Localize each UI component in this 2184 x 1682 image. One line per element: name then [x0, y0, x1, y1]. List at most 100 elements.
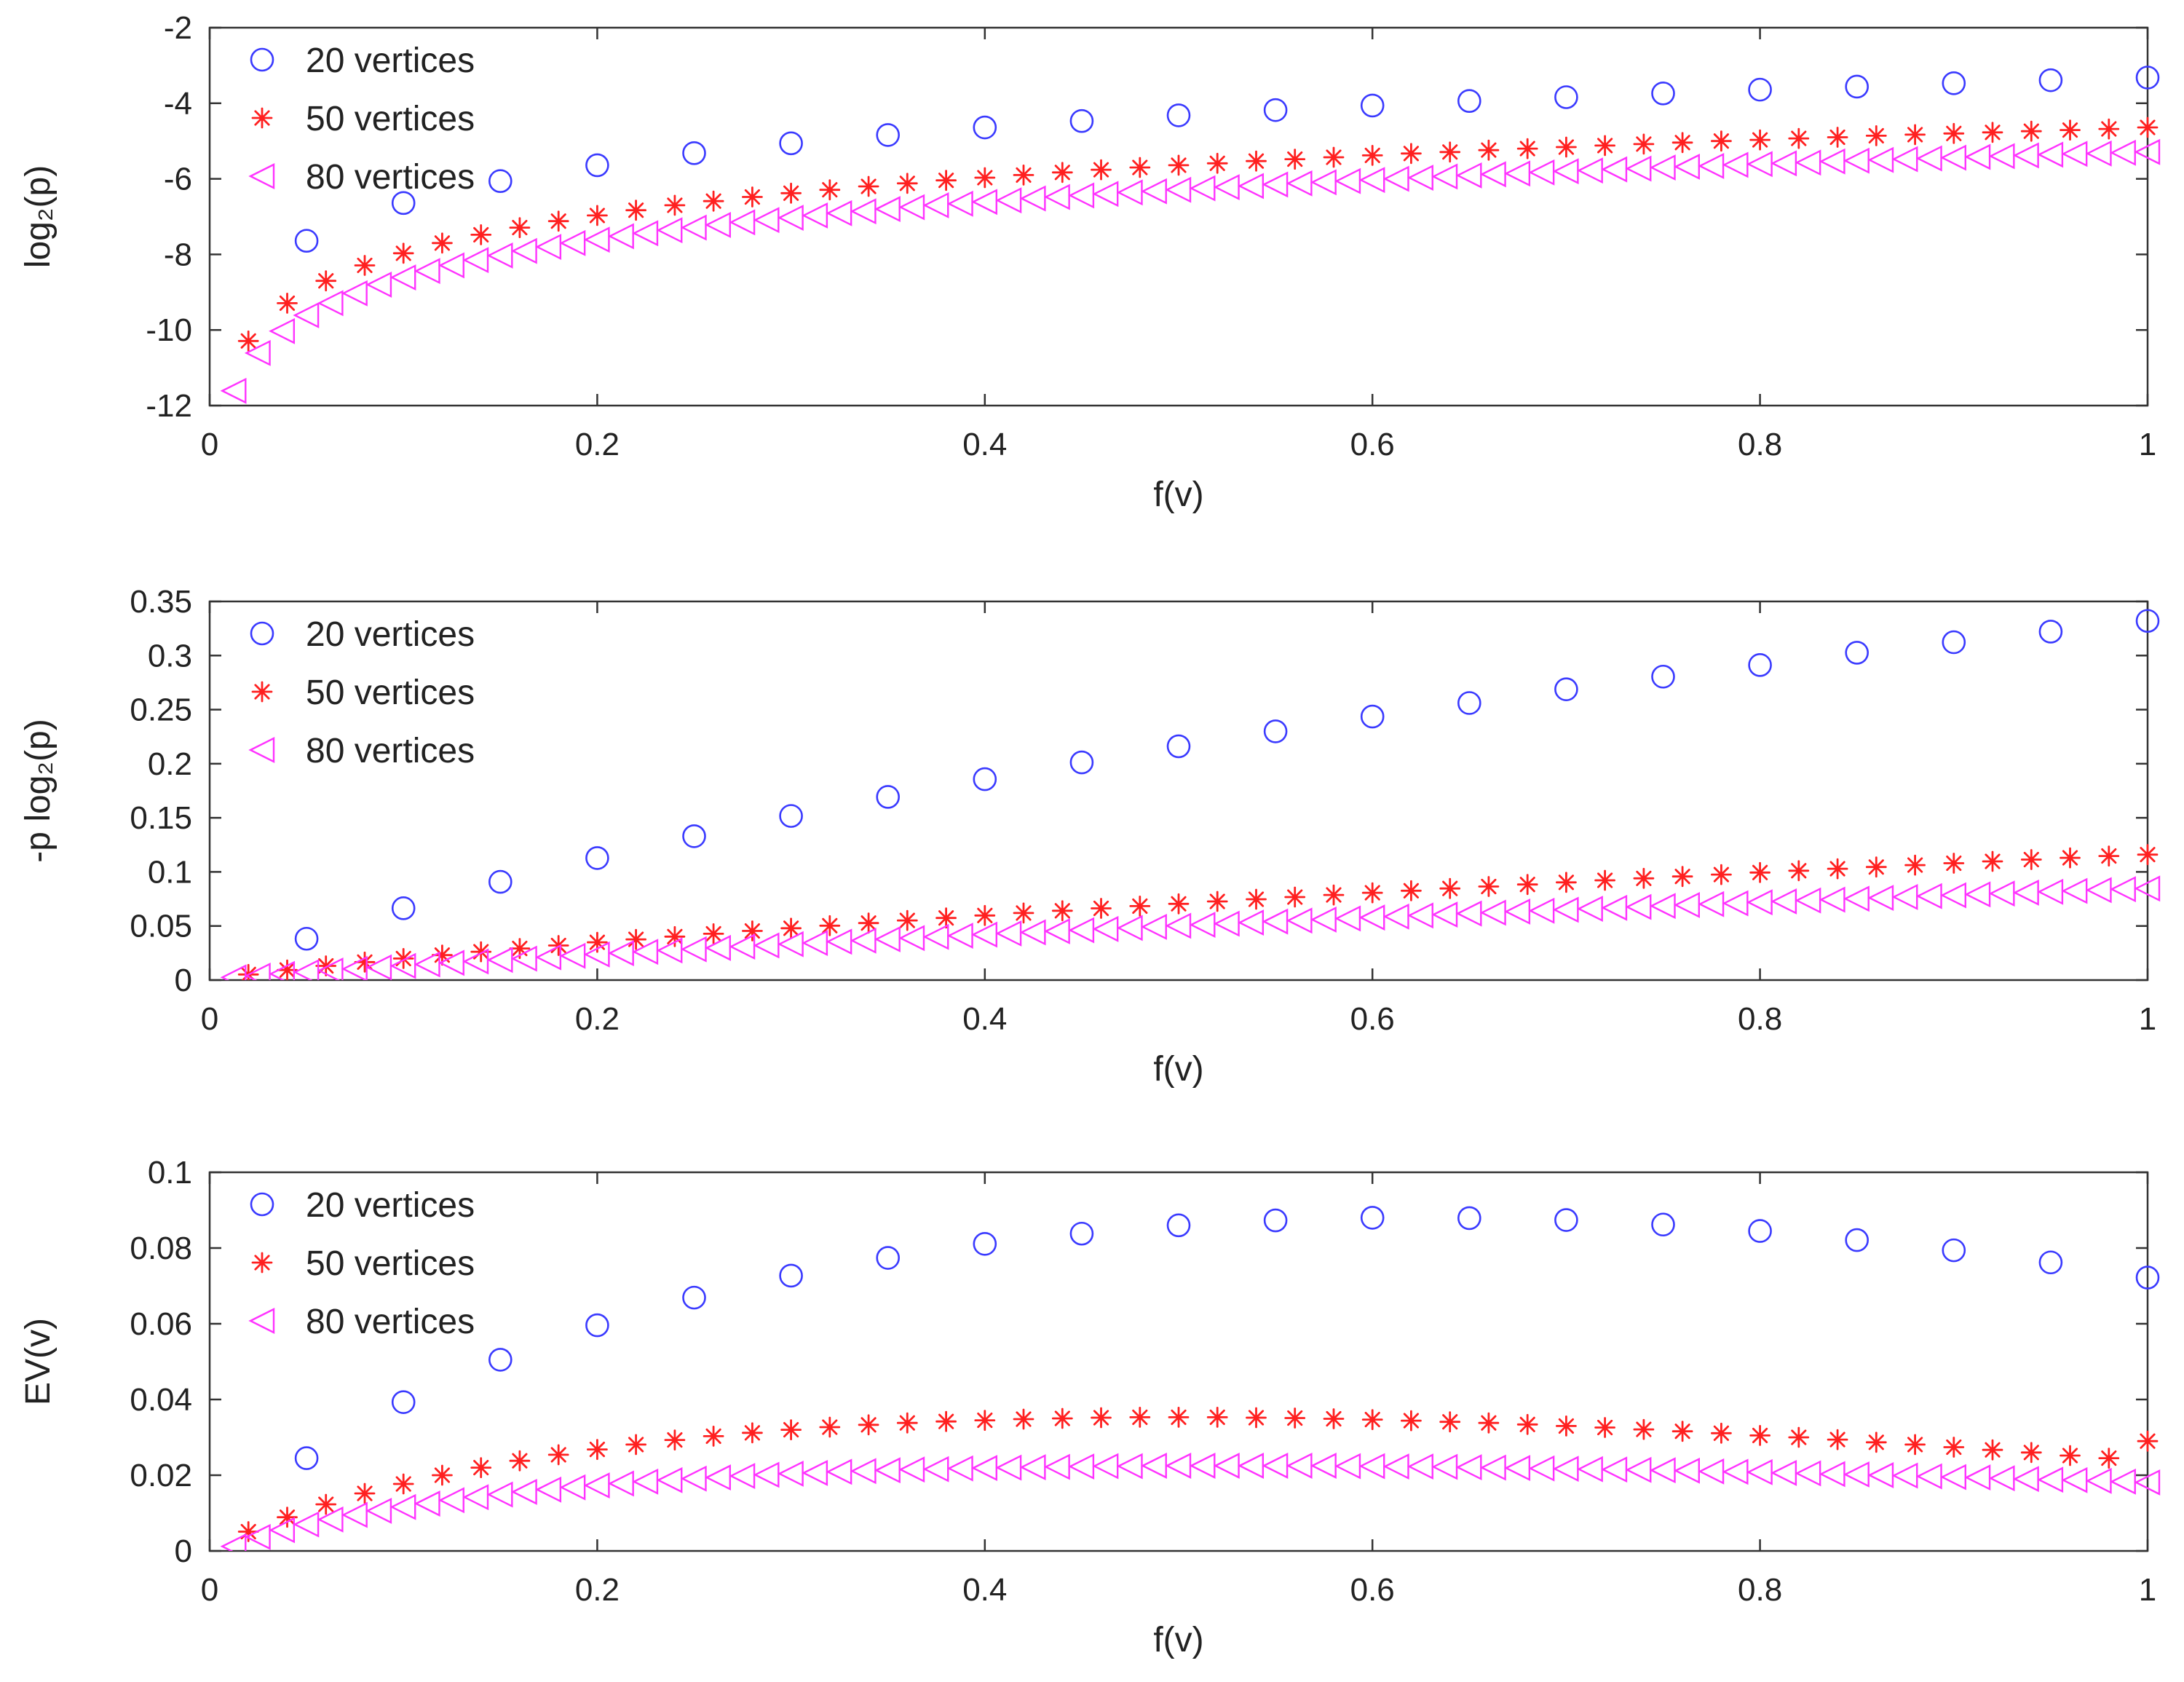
data-point — [1092, 181, 1119, 208]
data-point — [438, 949, 464, 976]
data-point — [391, 1390, 416, 1414]
data-point — [705, 1464, 731, 1491]
data-point — [680, 214, 707, 241]
data-point — [317, 290, 344, 317]
data-point — [1401, 880, 1422, 901]
data-point — [1943, 1437, 1965, 1458]
data-point — [1478, 1412, 1500, 1434]
x-tick-label: 0.8 — [1738, 1001, 1782, 1037]
data-point — [392, 242, 414, 264]
data-point — [294, 229, 319, 253]
data-point — [1091, 898, 1112, 919]
data-point — [1165, 176, 1192, 203]
data-point — [1116, 179, 1143, 206]
data-point — [2012, 880, 2039, 906]
data-point — [2134, 138, 2161, 165]
y-tick-label: 0.05 — [130, 909, 192, 944]
data-point — [753, 1461, 780, 1488]
data-point — [1168, 893, 1190, 915]
data-point — [391, 191, 416, 216]
data-point — [354, 1482, 376, 1504]
data-point — [1310, 907, 1337, 933]
data-point — [1382, 165, 1409, 192]
y-tick-label: 0.15 — [130, 800, 192, 836]
data-point — [294, 1446, 319, 1470]
data-point — [1554, 1208, 1578, 1232]
data-point — [1091, 159, 1112, 181]
data-point — [277, 1507, 298, 1528]
data-point — [1556, 1416, 1577, 1437]
data-point — [317, 957, 344, 980]
data-point — [1915, 145, 1942, 172]
data-point — [1284, 149, 1306, 170]
data-point — [1168, 154, 1190, 176]
data-point — [1358, 904, 1385, 931]
data-point — [2137, 1430, 2159, 1452]
data-point — [1827, 1429, 1848, 1450]
legend: 20 vertices 50 vertices 80 vertices — [248, 42, 475, 197]
data-point — [559, 942, 586, 969]
data-point — [1439, 141, 1461, 163]
data-point — [1504, 160, 1531, 187]
data-point — [1552, 896, 1579, 923]
data-point — [1013, 165, 1034, 186]
chart-panel-1: 0 0.2 0.4 0.6 0.8 1 -12 -10 -8 -6 -4 -2 f(v) log₂(p) 2… — [19, 10, 2161, 514]
data-point — [2137, 844, 2159, 866]
x-axis-label: f(v) — [1153, 475, 1203, 514]
data-point — [1013, 902, 1034, 924]
data-point — [365, 1497, 392, 1524]
data-point — [1516, 138, 1538, 159]
data-point — [1165, 912, 1192, 939]
data-point — [1262, 908, 1289, 935]
data-point — [1867, 146, 1894, 173]
data-point — [1942, 71, 1966, 95]
data-point — [973, 115, 997, 140]
data-point — [1206, 1407, 1228, 1428]
data-point — [1116, 915, 1143, 941]
data-point — [1795, 887, 1821, 914]
data-point — [664, 194, 686, 216]
data-point — [826, 200, 852, 226]
data-point — [1213, 910, 1240, 937]
data-point — [2135, 609, 2160, 633]
data-point — [1068, 917, 1095, 944]
data-point — [742, 920, 763, 941]
data-point — [432, 232, 453, 254]
data-point — [1746, 889, 1773, 916]
data-point — [1576, 157, 1603, 184]
data-point — [1964, 1464, 1991, 1491]
legend-label: 50 vertices — [306, 674, 475, 712]
data-point — [1068, 182, 1095, 209]
data-point — [587, 205, 608, 226]
data-point — [1284, 886, 1306, 908]
data-point — [874, 196, 901, 223]
data-point — [1845, 641, 1869, 665]
data-point — [1263, 719, 1288, 743]
data-point — [587, 1439, 608, 1460]
data-point — [1746, 151, 1773, 178]
x-tick-label: 1 — [2139, 1001, 2156, 1037]
x-tick-label: 0.4 — [962, 1001, 1007, 1037]
data-point — [1746, 1458, 1773, 1485]
data-point — [974, 167, 996, 189]
data-point — [1334, 167, 1361, 194]
data-point — [587, 931, 608, 953]
data-point — [1594, 135, 1615, 157]
data-point — [438, 1487, 464, 1514]
data-point — [547, 1444, 569, 1466]
data-point — [547, 935, 569, 956]
x-tick-label: 0 — [201, 1001, 218, 1037]
data-point — [1401, 1410, 1422, 1432]
legend-label: 20 vertices — [306, 1186, 475, 1225]
data-point — [1246, 888, 1267, 910]
data-point — [1827, 858, 1848, 880]
data-point — [1246, 150, 1267, 172]
data-point — [753, 932, 780, 959]
data-point — [1843, 885, 1870, 912]
data-point — [826, 1458, 852, 1485]
data-point — [876, 785, 900, 809]
data-point — [1982, 122, 2003, 143]
data-point — [935, 170, 957, 192]
data-point — [1594, 1417, 1615, 1438]
data-point — [462, 948, 489, 975]
